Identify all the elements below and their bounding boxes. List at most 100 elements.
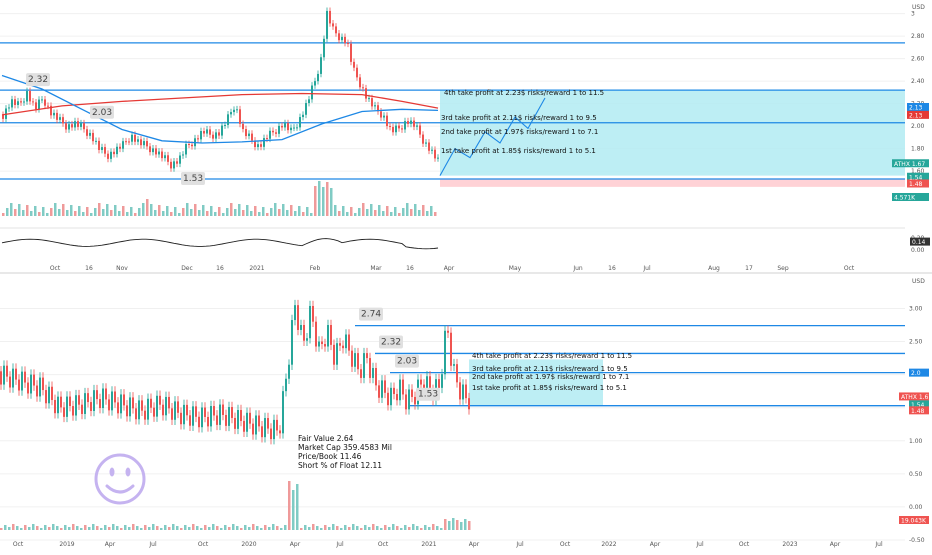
top-candle-body	[242, 123, 244, 130]
top-volume-bar	[298, 206, 301, 216]
bottom-candle-body	[213, 406, 215, 416]
top-volume-bar	[10, 203, 13, 216]
top-time-axis[interactable]: Oct 16 Nov Dec 16 2021 Feb Mar 16 Apr May Jun 16 Jul A…	[50, 265, 855, 272]
top-volume-bar	[130, 207, 133, 216]
bottom-candle-body	[255, 415, 257, 435]
top-candle-body	[419, 125, 421, 135]
top-x-tick-label: Oct	[844, 265, 855, 272]
top-candle-body	[215, 132, 217, 139]
top-candle-body	[185, 144, 187, 155]
bottom-volume-bar	[456, 520, 459, 530]
top-volume-bar	[222, 213, 225, 216]
bottom-volume-bar	[180, 528, 183, 530]
bottom-volume-bar	[200, 528, 203, 530]
bottom-volume-bar	[392, 524, 395, 530]
top-volume-bar	[14, 209, 17, 216]
bottom-volume-bar	[100, 528, 103, 530]
oscillator-badge	[910, 237, 930, 246]
top-candle-body	[113, 151, 115, 155]
top-candle-body	[41, 99, 43, 101]
bottom-volume-bar	[348, 527, 351, 530]
top-volume-bar	[150, 204, 153, 216]
top-candle-body	[335, 26, 337, 34]
bottom-candle-body	[357, 353, 359, 370]
bottom-volume-bar	[452, 518, 455, 530]
top-volume-bar	[214, 212, 217, 216]
top-x-tick-label: Oct	[50, 265, 61, 272]
bottom-x-tick-label: Jul	[515, 541, 524, 548]
top-horizontal-levels[interactable]	[0, 42, 905, 180]
bottom-volume-bar	[128, 527, 131, 530]
top-volume-bar	[246, 205, 249, 216]
bottom-volume-bar	[284, 525, 287, 530]
top-volume-bar	[386, 206, 389, 216]
bottom-candle-body	[450, 332, 452, 366]
bottom-horizontal-levels[interactable]	[355, 325, 905, 407]
bottom-level-label-box	[416, 387, 440, 401]
top-candle-body	[410, 120, 412, 124]
bottom-level-label-box	[359, 307, 383, 321]
bottom-candle-body	[309, 305, 311, 339]
bottom-level-label-box	[379, 335, 403, 349]
bottom-candle-body	[381, 380, 383, 398]
bottom-volume-bar	[268, 527, 271, 530]
top-candle-body	[221, 125, 223, 136]
top-candle-body	[197, 138, 199, 140]
bottom-volume-bar	[300, 528, 303, 530]
top-x-tick-label: 2021	[249, 265, 264, 272]
top-x-tick-label: Dec	[181, 265, 193, 272]
top-candle-body	[266, 138, 268, 140]
bottom-candle-body	[57, 396, 59, 414]
top-candle-body	[131, 134, 133, 142]
bottom-volume-bar	[320, 528, 323, 530]
bottom-candle-body	[339, 343, 341, 346]
bottom-volume-bar	[140, 528, 143, 530]
bottom-unit-label: USD	[912, 278, 925, 285]
bottom-volume-bar	[248, 527, 251, 530]
top-volume-bar	[402, 208, 405, 216]
top-volume-bar	[330, 188, 333, 216]
top-volume-bar	[350, 207, 353, 216]
bottom-target-zone	[469, 359, 603, 406]
bottom-candle-body	[39, 377, 41, 397]
bottom-volume-bar	[24, 525, 27, 530]
bottom-volume-bar	[144, 525, 147, 530]
bottom-volume-bar	[380, 528, 383, 530]
top-volume-bar	[154, 210, 157, 216]
bottom-candle-body	[168, 396, 170, 409]
bottom-volume-bar	[424, 525, 427, 530]
top-price-badge	[892, 193, 929, 201]
top-candle-body	[86, 129, 88, 136]
bottom-volume-bar	[12, 524, 15, 530]
bottom-candle-body	[96, 390, 98, 400]
top-candle-body	[110, 151, 112, 159]
bottom-candle-body	[129, 397, 131, 417]
bottom-volume-bar	[412, 524, 415, 530]
top-candle-body	[293, 127, 295, 129]
bottom-candle-body	[231, 407, 233, 418]
top-volume-bar	[162, 211, 165, 216]
bottom-volume-bar	[420, 528, 423, 530]
top-volume-bar	[414, 204, 417, 216]
top-take-profit-annotations: 4th take profit at 2.23$ risks/reward 1 …	[441, 89, 604, 155]
top-volume-bar	[290, 205, 293, 216]
top-candle-body	[116, 146, 118, 155]
top-candle-body	[47, 105, 49, 107]
bottom-candle-body	[225, 414, 227, 426]
top-volume-bar	[258, 212, 261, 216]
top-volume-bar	[74, 211, 77, 216]
bottom-candle-body	[228, 407, 230, 426]
bottom-volume-bar	[48, 527, 51, 530]
top-volume-bar	[334, 205, 337, 216]
bottom-volume-bar	[88, 527, 91, 530]
top-x-tick-label: 17	[745, 265, 753, 272]
top-candle-body	[416, 125, 418, 127]
bottom-y-tick-label: 2.50	[909, 339, 923, 346]
bottom-x-tick-label: 2023	[782, 541, 797, 548]
bottom-volume-bar	[208, 527, 211, 530]
top-price-badge	[907, 103, 929, 111]
bottom-y-tick-label: 0.00	[909, 504, 923, 511]
bottom-time-axis[interactable]: Oct 2019 Apr Jul Oct 2020 Apr Jul Oct 2021 Apr Jul O…	[13, 541, 883, 548]
